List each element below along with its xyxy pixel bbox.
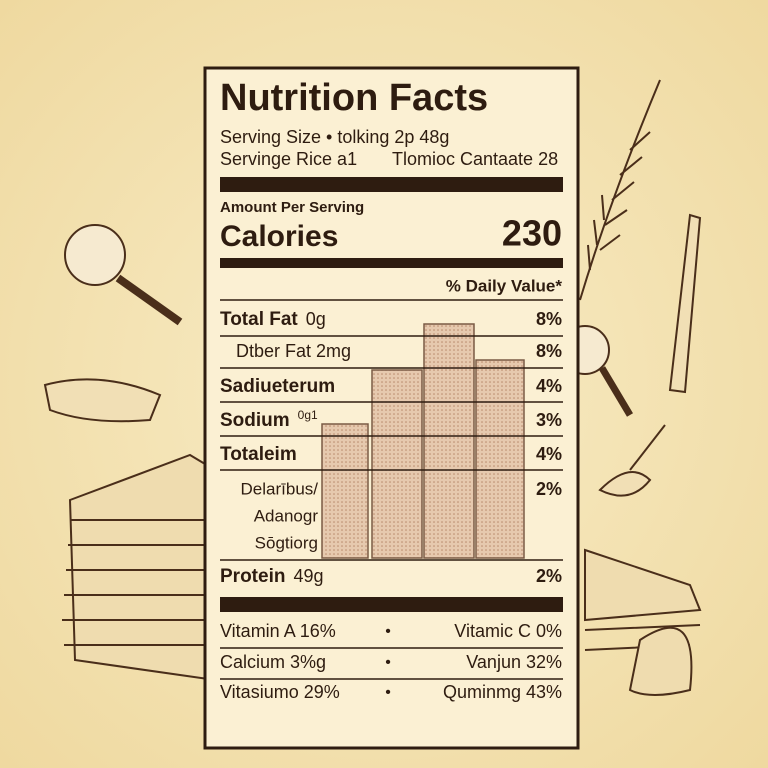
daily-value: 8% [536, 341, 562, 361]
vitamin-left: Calcium 3%g [220, 652, 326, 672]
nutrient-name: Sodium [220, 410, 290, 431]
nutrient-name: Delarībus/ [241, 479, 319, 498]
vitamin-separator: • [385, 654, 391, 671]
nutrient-amount: 49g [293, 566, 323, 586]
nutrient-name: Totaleim [220, 444, 297, 465]
bar-shape [475, 359, 525, 559]
nutrient-amount: 0g1 [298, 408, 318, 422]
daily-value: 2% [536, 566, 562, 586]
vitamin-right: Quminmg 43% [443, 682, 562, 702]
nutrient-name: Adanogr [254, 506, 319, 525]
serving-line: Servinge Rice a1 [220, 149, 357, 169]
wheat [579, 79, 661, 301]
nutrient-amount: 0g [306, 309, 326, 329]
serving-size: Serving Size • tolking 2p 48g [220, 127, 449, 147]
daily-value-header: % Daily Value* [446, 276, 563, 295]
leaf [598, 424, 666, 497]
daily-value: 4% [536, 444, 562, 464]
bar-shape [321, 423, 369, 559]
nutrient-name: Protein [220, 566, 285, 587]
rule-medium [220, 258, 563, 268]
nutrient-name: Sadiueterum [220, 376, 335, 397]
cracker-roll [43, 378, 162, 423]
daily-value: 4% [536, 376, 562, 396]
bar-shape [371, 369, 423, 559]
rule-thick [220, 597, 563, 612]
calories-label: Calories [220, 220, 338, 253]
daily-value: 2% [536, 479, 562, 499]
nutrient-name: Total Fat [220, 309, 298, 330]
vitamin-separator: • [385, 623, 391, 640]
vitamin-right: Vanjun 32% [466, 652, 562, 672]
rule-thick [220, 177, 563, 192]
vitamin-right: Vitamic C 0% [454, 621, 562, 641]
label-title: Nutrition Facts [220, 77, 488, 119]
pencil [668, 213, 702, 394]
amount-per-serving: Amount Per Serving [220, 199, 364, 216]
daily-value: 3% [536, 410, 562, 430]
magnifier-left [64, 224, 183, 326]
nutrient-name: Sōgtiorg [255, 533, 318, 552]
vitamin-separator: • [385, 684, 391, 701]
calories-value: 230 [502, 213, 562, 254]
vitamin-left: Vitamin A 16% [220, 621, 336, 641]
bar-shape [423, 323, 475, 559]
daily-value: 8% [536, 309, 562, 329]
serving-line: Tlomioc Cantaate 28 [392, 149, 558, 169]
nutrient-name: Dtber Fat 2mg [236, 341, 351, 361]
vitamin-left: Vitasiumo 29% [220, 682, 340, 702]
